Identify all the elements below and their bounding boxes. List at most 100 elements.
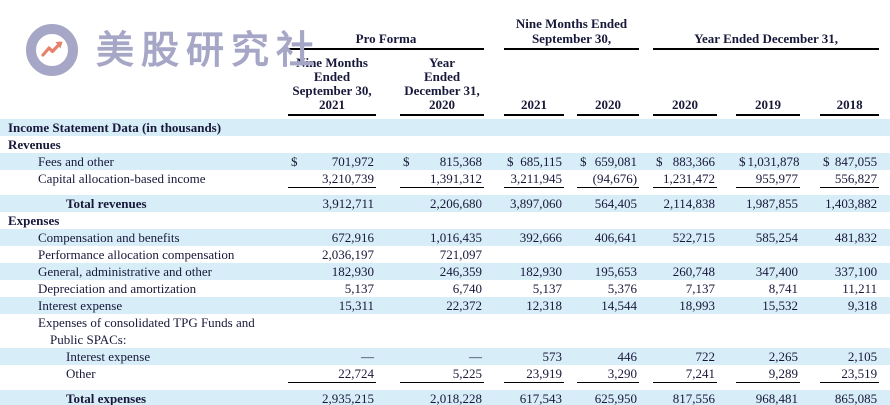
column-gap [639, 212, 654, 229]
column-gap [484, 170, 505, 188]
amount: 2,018,228 [430, 390, 483, 405]
value-cell: 955,977 [736, 170, 801, 188]
column-gap [484, 212, 505, 229]
amount: 701,972 [331, 153, 374, 169]
value-cell: 446 [577, 348, 640, 365]
amount: 5,137 [532, 280, 563, 296]
column-gap [717, 348, 737, 365]
column-gap [639, 136, 654, 153]
value-cell: 722 [653, 348, 718, 365]
row-label: Public SPACs: [0, 331, 288, 348]
value-cell: 406,641 [577, 229, 640, 246]
column-gap [484, 229, 505, 246]
value-cell [736, 331, 801, 348]
amount: 5,137 [344, 280, 374, 296]
amount: 2,935,215 [322, 390, 374, 405]
value-cell: $883,366 [653, 153, 718, 170]
value-cell: $847,055 [820, 153, 880, 170]
value: $685,115 [504, 154, 564, 170]
amount: 3,290 [607, 365, 638, 381]
value-cell: 9,289 [736, 365, 801, 383]
amount: 659,081 [594, 153, 638, 169]
value: 2,036,197 [288, 247, 376, 263]
value: 3,211,945 [504, 171, 564, 187]
table-row: Public SPACs: [0, 331, 890, 348]
value: 182,930 [504, 264, 564, 280]
header-gap [717, 49, 737, 115]
value-cell: 9,318 [820, 297, 880, 314]
value-cell [288, 331, 376, 348]
column-gap [376, 331, 400, 348]
row-pad [879, 229, 890, 246]
value-cell: 18,993 [653, 297, 718, 314]
table-row: Expenses of consolidated TPG Funds and [0, 314, 890, 331]
value-cell [504, 246, 565, 263]
value-cell: 15,311 [288, 297, 376, 314]
value-cell [400, 119, 485, 136]
value: 5,376 [577, 281, 639, 297]
value: — [288, 349, 376, 365]
column-gap [376, 136, 400, 153]
row-pad [879, 136, 890, 153]
value-cell: 22,372 [400, 297, 485, 314]
value-cell: 1,987,855 [736, 195, 801, 212]
table-header: Pro Forma Nine Months Ended September 30,… [0, 0, 890, 116]
value-cell: 1,403,882 [820, 195, 880, 212]
table-row: Total revenues 3,912,711 2,206,680 3,897,06… [0, 195, 890, 212]
amount: 3,912,711 [322, 195, 374, 211]
amount: 8,741 [768, 280, 799, 296]
value: 617,543 [504, 391, 564, 405]
value: $847,055 [820, 154, 879, 170]
value: 11,211 [820, 281, 879, 297]
value-cell: 3,211,945 [504, 170, 565, 188]
value-cell: 5,376 [577, 280, 640, 297]
column-group-header: Year Ended December 31, [653, 0, 880, 50]
column-gap [717, 170, 737, 188]
column-gap [376, 119, 400, 136]
value: 865,085 [820, 391, 879, 405]
amount: 1,391,312 [430, 170, 483, 186]
currency-symbol: $ [739, 153, 746, 169]
column-gap [800, 314, 821, 331]
amount: 3,897,060 [510, 195, 563, 211]
value: 9,318 [820, 298, 879, 314]
value-cell: 7,241 [653, 365, 718, 383]
amount: 2,265 [768, 348, 799, 364]
row-label: Revenues [0, 136, 288, 153]
amount: 573 [542, 348, 563, 364]
amount: 406,641 [594, 229, 638, 245]
row-pad [879, 314, 890, 331]
header-gap [376, 49, 400, 115]
amount: 617,543 [519, 390, 563, 405]
column-gap [717, 331, 737, 348]
amount: 968,481 [755, 390, 799, 405]
column-header: 2021 [504, 49, 565, 116]
column-gap [376, 246, 400, 263]
value: 481,832 [820, 230, 879, 246]
column-gap [717, 390, 737, 405]
value-cell [820, 246, 880, 263]
value-cell: 5,225 [400, 365, 485, 383]
column-gap [564, 348, 578, 365]
value: 14,544 [577, 298, 639, 314]
amount: 955,977 [755, 170, 799, 186]
column-gap [639, 314, 654, 331]
row-label: General, administrative and other [0, 263, 288, 280]
column-gap [639, 331, 654, 348]
value-cell: $685,115 [504, 153, 565, 170]
spacer-cell [0, 382, 890, 390]
column-gap [484, 153, 505, 170]
column-gap [639, 170, 654, 188]
column-gap [800, 348, 821, 365]
value: 22,724 [288, 366, 376, 382]
value-cell: 22,724 [288, 365, 376, 383]
amount: 347,400 [755, 263, 799, 279]
value: 12,318 [504, 298, 564, 314]
amount: 5,376 [607, 280, 638, 296]
value: 1,391,312 [400, 171, 484, 187]
column-gap [484, 195, 505, 212]
amount: 847,055 [834, 153, 878, 169]
amount: 260,748 [672, 263, 716, 279]
amount: 625,950 [594, 390, 638, 405]
column-gap [564, 136, 578, 153]
